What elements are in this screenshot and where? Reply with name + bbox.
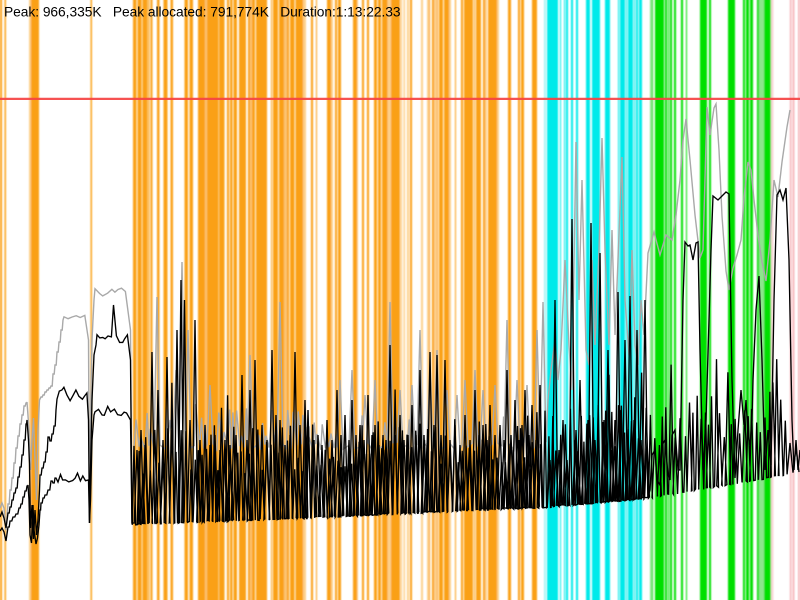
svg-text:Peak: 966,335K Peak allocate: Peak: 966,335K Peak allocated: 791,774K … [4,5,401,20]
